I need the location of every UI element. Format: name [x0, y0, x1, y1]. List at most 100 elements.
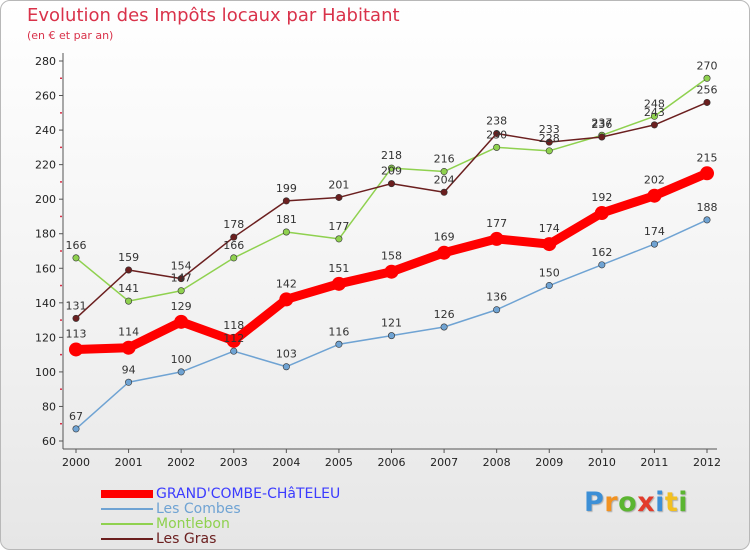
- data-label: 236: [591, 118, 612, 131]
- data-label: 118: [223, 319, 244, 332]
- data-point: [545, 138, 553, 146]
- x-tick-label: 2001: [115, 456, 143, 469]
- legend-item: Les Combes: [101, 502, 421, 517]
- logo-letter: x: [637, 487, 656, 518]
- data-label: 94: [122, 363, 136, 376]
- data-point: [72, 314, 80, 322]
- data-label: 169: [434, 231, 455, 244]
- data-point: [387, 180, 395, 188]
- data-point: [387, 164, 395, 172]
- point-markers: [69, 74, 714, 433]
- data-label: 209: [381, 165, 402, 178]
- data-label: 158: [381, 250, 402, 263]
- y-tick-label: 180: [35, 228, 56, 241]
- data-point: [282, 197, 290, 205]
- data-point: [174, 314, 189, 329]
- legend-item: Les Gras: [101, 532, 421, 547]
- logo-letter: i: [678, 487, 689, 518]
- data-label: 154: [171, 260, 192, 273]
- data-label: 201: [328, 178, 349, 191]
- y-tick-label: 260: [35, 90, 56, 103]
- data-label: 202: [644, 174, 665, 187]
- data-label: 216: [434, 153, 455, 166]
- data-label: 270: [697, 59, 718, 72]
- data-point: [700, 166, 714, 181]
- x-tick-label: 2005: [325, 456, 353, 469]
- x-tick-label: 2000: [62, 456, 90, 469]
- legend-item: Montlebon: [101, 517, 421, 532]
- data-label: 141: [118, 282, 139, 295]
- data-label: 237: [591, 116, 612, 129]
- data-label: 181: [276, 213, 297, 226]
- data-point: [493, 143, 501, 151]
- data-point: [335, 235, 343, 243]
- legend-item: GRAND'COMBE-CHâTELEU: [101, 487, 421, 502]
- data-label: 113: [66, 327, 87, 340]
- data-label: 162: [591, 246, 612, 259]
- data-point: [437, 245, 452, 260]
- data-point: [545, 147, 553, 155]
- data-point: [226, 333, 241, 348]
- chart-axes: 60 80 100 120 140 160 180 200 220 240 260 280 2000 20…: [35, 53, 721, 469]
- legend-swatch: [101, 523, 153, 525]
- chart-subtitle: (en € et par an): [27, 29, 114, 42]
- data-point: [440, 168, 448, 176]
- data-point: [650, 121, 658, 129]
- data-point: [230, 347, 238, 355]
- data-point: [335, 340, 343, 348]
- x-tick-label: 2011: [640, 456, 668, 469]
- logo-letter: o: [618, 487, 638, 518]
- chart-title: Evolution des Impôts locaux par Habitant: [27, 5, 400, 26]
- data-label: 116: [328, 325, 349, 338]
- data-point: [594, 206, 609, 220]
- data-label: 112: [223, 332, 244, 345]
- data-label: 188: [697, 201, 718, 214]
- x-tick-label: 2009: [535, 456, 563, 469]
- data-point: [69, 342, 83, 357]
- data-label: 233: [539, 123, 560, 136]
- data-point: [650, 112, 658, 120]
- x-tick-label: 2012: [693, 456, 721, 469]
- logo-letter: r: [604, 487, 619, 518]
- data-point: [230, 254, 238, 262]
- y-tick-label: 280: [35, 55, 56, 68]
- data-label: 166: [223, 239, 244, 252]
- legend-label: Les Gras: [156, 531, 217, 547]
- data-point: [703, 98, 711, 106]
- y-tick-label: 220: [35, 159, 56, 172]
- data-label: 147: [171, 272, 192, 285]
- legend-swatch: [101, 508, 153, 510]
- data-label: 129: [171, 300, 192, 313]
- data-point: [121, 340, 136, 355]
- y-tick-label: 240: [35, 124, 56, 137]
- x-tick-label: 2004: [272, 456, 300, 469]
- legend-label: Montlebon: [156, 516, 230, 532]
- logo-letter: i: [655, 487, 665, 518]
- data-label: 174: [644, 225, 665, 238]
- data-label: 142: [276, 277, 297, 290]
- data-label: 178: [223, 218, 244, 231]
- legend-label: GRAND'COMBE-CHâTELEU: [156, 486, 341, 502]
- data-point: [125, 297, 133, 305]
- data-point: [230, 233, 238, 241]
- data-point: [650, 240, 658, 248]
- y-tick-label: 120: [35, 331, 56, 344]
- data-label: 177: [486, 217, 507, 230]
- data-point: [703, 216, 711, 224]
- y-tick-label: 60: [42, 435, 56, 448]
- data-point: [387, 332, 395, 340]
- data-label: 248: [644, 97, 665, 110]
- data-label: 238: [486, 115, 507, 128]
- data-label: 67: [69, 410, 83, 423]
- data-label: 174: [539, 222, 560, 235]
- data-point: [125, 266, 133, 274]
- data-label: 228: [539, 132, 560, 145]
- logo-letter: t: [664, 487, 679, 518]
- logo-letter: P: [584, 487, 605, 518]
- data-point: [440, 188, 448, 196]
- data-label: 131: [66, 299, 87, 312]
- data-point: [335, 193, 343, 201]
- data-label: 103: [276, 348, 297, 361]
